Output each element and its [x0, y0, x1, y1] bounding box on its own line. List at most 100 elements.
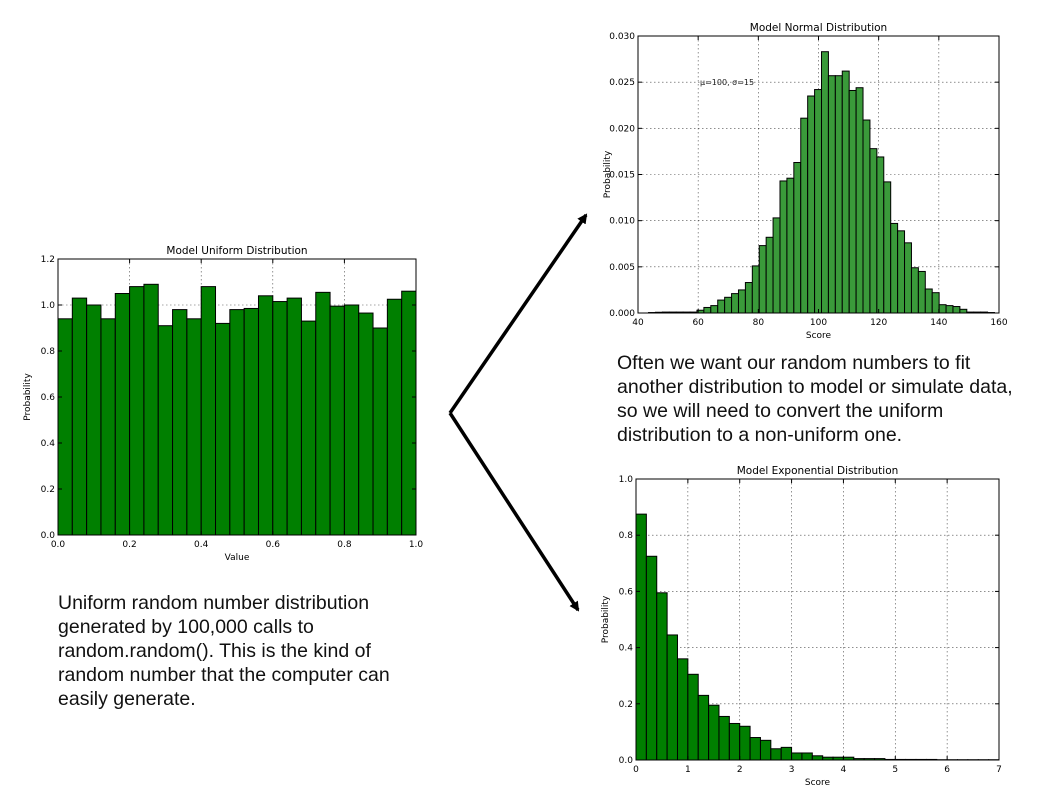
normal-bar	[869, 148, 878, 314]
exponential-y-axis-label: Probability	[601, 595, 611, 643]
uniform-bar	[343, 304, 360, 536]
exponential-x-tick-label: 1	[685, 765, 691, 775]
uniform-bar	[215, 322, 231, 536]
exponential-bar	[811, 755, 824, 761]
exponential-x-tick-label: 7	[996, 765, 1002, 775]
uniform-bar	[257, 295, 274, 536]
exponential-bar	[749, 737, 761, 761]
exponential-y-tick-label: 0.0	[619, 756, 634, 766]
uniform-bar	[200, 286, 217, 536]
normal-bar	[910, 267, 919, 314]
uniform-y-tick-label: 0.4	[41, 439, 56, 449]
exponential-x-tick-label: 0	[633, 765, 639, 775]
exponential-bar	[759, 739, 772, 761]
normal-bar	[814, 89, 823, 314]
normal-bar	[931, 292, 940, 314]
normal-bar	[917, 270, 926, 314]
normal-y-tick-label: 0.020	[609, 124, 635, 134]
uniform-bar	[315, 291, 331, 536]
normal-bar	[821, 51, 829, 314]
uniform-x-tick-label: 0.4	[194, 540, 209, 550]
normal-bar	[959, 308, 968, 314]
exponential-chart: 0 1 2 3 4 5 6 7 0.0 0.2 0.4 0.6 0.8 1.0 Model Exponent…	[601, 465, 1002, 788]
normal-bar	[883, 181, 892, 314]
flow-arrows	[448, 213, 588, 612]
uniform-bar	[272, 301, 288, 536]
exponential-bar	[791, 752, 803, 761]
normal-bar	[779, 180, 788, 314]
exponential-x-tick-label: 2	[737, 765, 743, 775]
normal-bar	[938, 304, 947, 314]
uniform-y-tick-label: 0.2	[41, 485, 55, 495]
uniform-bar	[372, 327, 388, 536]
uniform-bar	[386, 298, 403, 536]
normal-y-tick-label: 0.030	[609, 32, 635, 42]
uniform-bar	[114, 293, 131, 536]
normal-x-tick-label: 140	[930, 318, 947, 328]
normal-chart: 40 60 80 100 120 140 160 0.000 0.005 0.010 0.015 0.…	[603, 22, 1008, 341]
uniform-bar	[71, 297, 88, 536]
uniform-x-tick-label: 0.2	[122, 540, 136, 550]
uniform-bar	[129, 286, 145, 536]
normal-bar	[737, 289, 746, 314]
normal-bar	[890, 222, 899, 314]
normal-x-tick-label: 80	[753, 318, 765, 328]
normal-bar	[807, 95, 816, 314]
normal-x-tick-label: 120	[870, 318, 887, 328]
uniform-y-tick-label: 0.8	[41, 347, 56, 357]
exponential-y-tick-label: 0.2	[619, 700, 633, 710]
normal-y-tick-label: 0.015	[609, 171, 635, 181]
normal-bar	[827, 75, 836, 314]
arrow-to-normal	[448, 213, 588, 414]
uniform-bar	[172, 309, 188, 536]
exponential-bar	[780, 746, 793, 761]
normal-bar	[731, 293, 739, 314]
normal-bar	[862, 119, 871, 314]
uniform-chart-title: Model Uniform Distribution	[166, 245, 307, 257]
exponential-chart-title: Model Exponential Distribution	[737, 465, 899, 477]
normal-annotation: μ=100, σ=15	[700, 78, 754, 87]
normal-caption: Often we want our random numbers to fit …	[617, 352, 1013, 446]
normal-bar	[855, 87, 864, 314]
uniform-x-axis-label: Value	[225, 553, 250, 563]
normal-bar	[772, 217, 781, 314]
normal-bar	[945, 305, 954, 314]
normal-bar	[703, 306, 712, 314]
uniform-bar	[243, 307, 259, 536]
uniform-bar	[143, 283, 159, 536]
normal-x-axis-label: Score	[806, 331, 832, 341]
normal-bar	[793, 161, 802, 314]
uniform-bar	[157, 325, 174, 536]
normal-bar	[724, 296, 733, 314]
uniform-chart: 0.0 0.2 0.4 0.6 0.8 1.0 0.0 0.2 0.4 0.6 0.8 1.0 1.2 M…	[23, 245, 423, 563]
uniform-bar	[100, 318, 116, 536]
normal-bar	[904, 242, 912, 314]
normal-bar	[952, 306, 961, 314]
uniform-y-tick-label: 1.0	[41, 301, 56, 311]
normal-y-tick-label: 0.010	[609, 217, 635, 227]
normal-bar	[841, 70, 850, 314]
normal-bar	[710, 305, 719, 314]
exponential-bar	[801, 752, 813, 761]
exponential-x-tick-label: 5	[892, 765, 898, 775]
normal-bar	[744, 282, 753, 314]
normal-bar	[717, 299, 726, 314]
exponential-y-tick-label: 0.4	[619, 644, 634, 654]
exponential-bar	[676, 658, 689, 761]
normal-y-tick-label: 0.000	[609, 309, 635, 319]
uniform-y-axis-label: Probability	[23, 373, 33, 421]
uniform-bar	[329, 305, 345, 536]
uniform-x-tick-label: 0.6	[266, 540, 281, 550]
uniform-bar	[358, 312, 374, 536]
normal-x-tick-label: 40	[632, 318, 644, 328]
normal-bar	[758, 245, 767, 314]
exponential-y-tick-label: 1.0	[619, 475, 634, 485]
uniform-bar	[300, 320, 317, 536]
normal-x-tick-label: 100	[810, 318, 827, 328]
uniform-bar	[401, 290, 417, 536]
normal-chart-title: Model Normal Distribution	[750, 22, 887, 34]
exponential-bar	[635, 513, 647, 761]
normal-y-axis-label: Probability	[603, 150, 613, 198]
uniform-y-tick-label: 1.2	[41, 255, 55, 265]
